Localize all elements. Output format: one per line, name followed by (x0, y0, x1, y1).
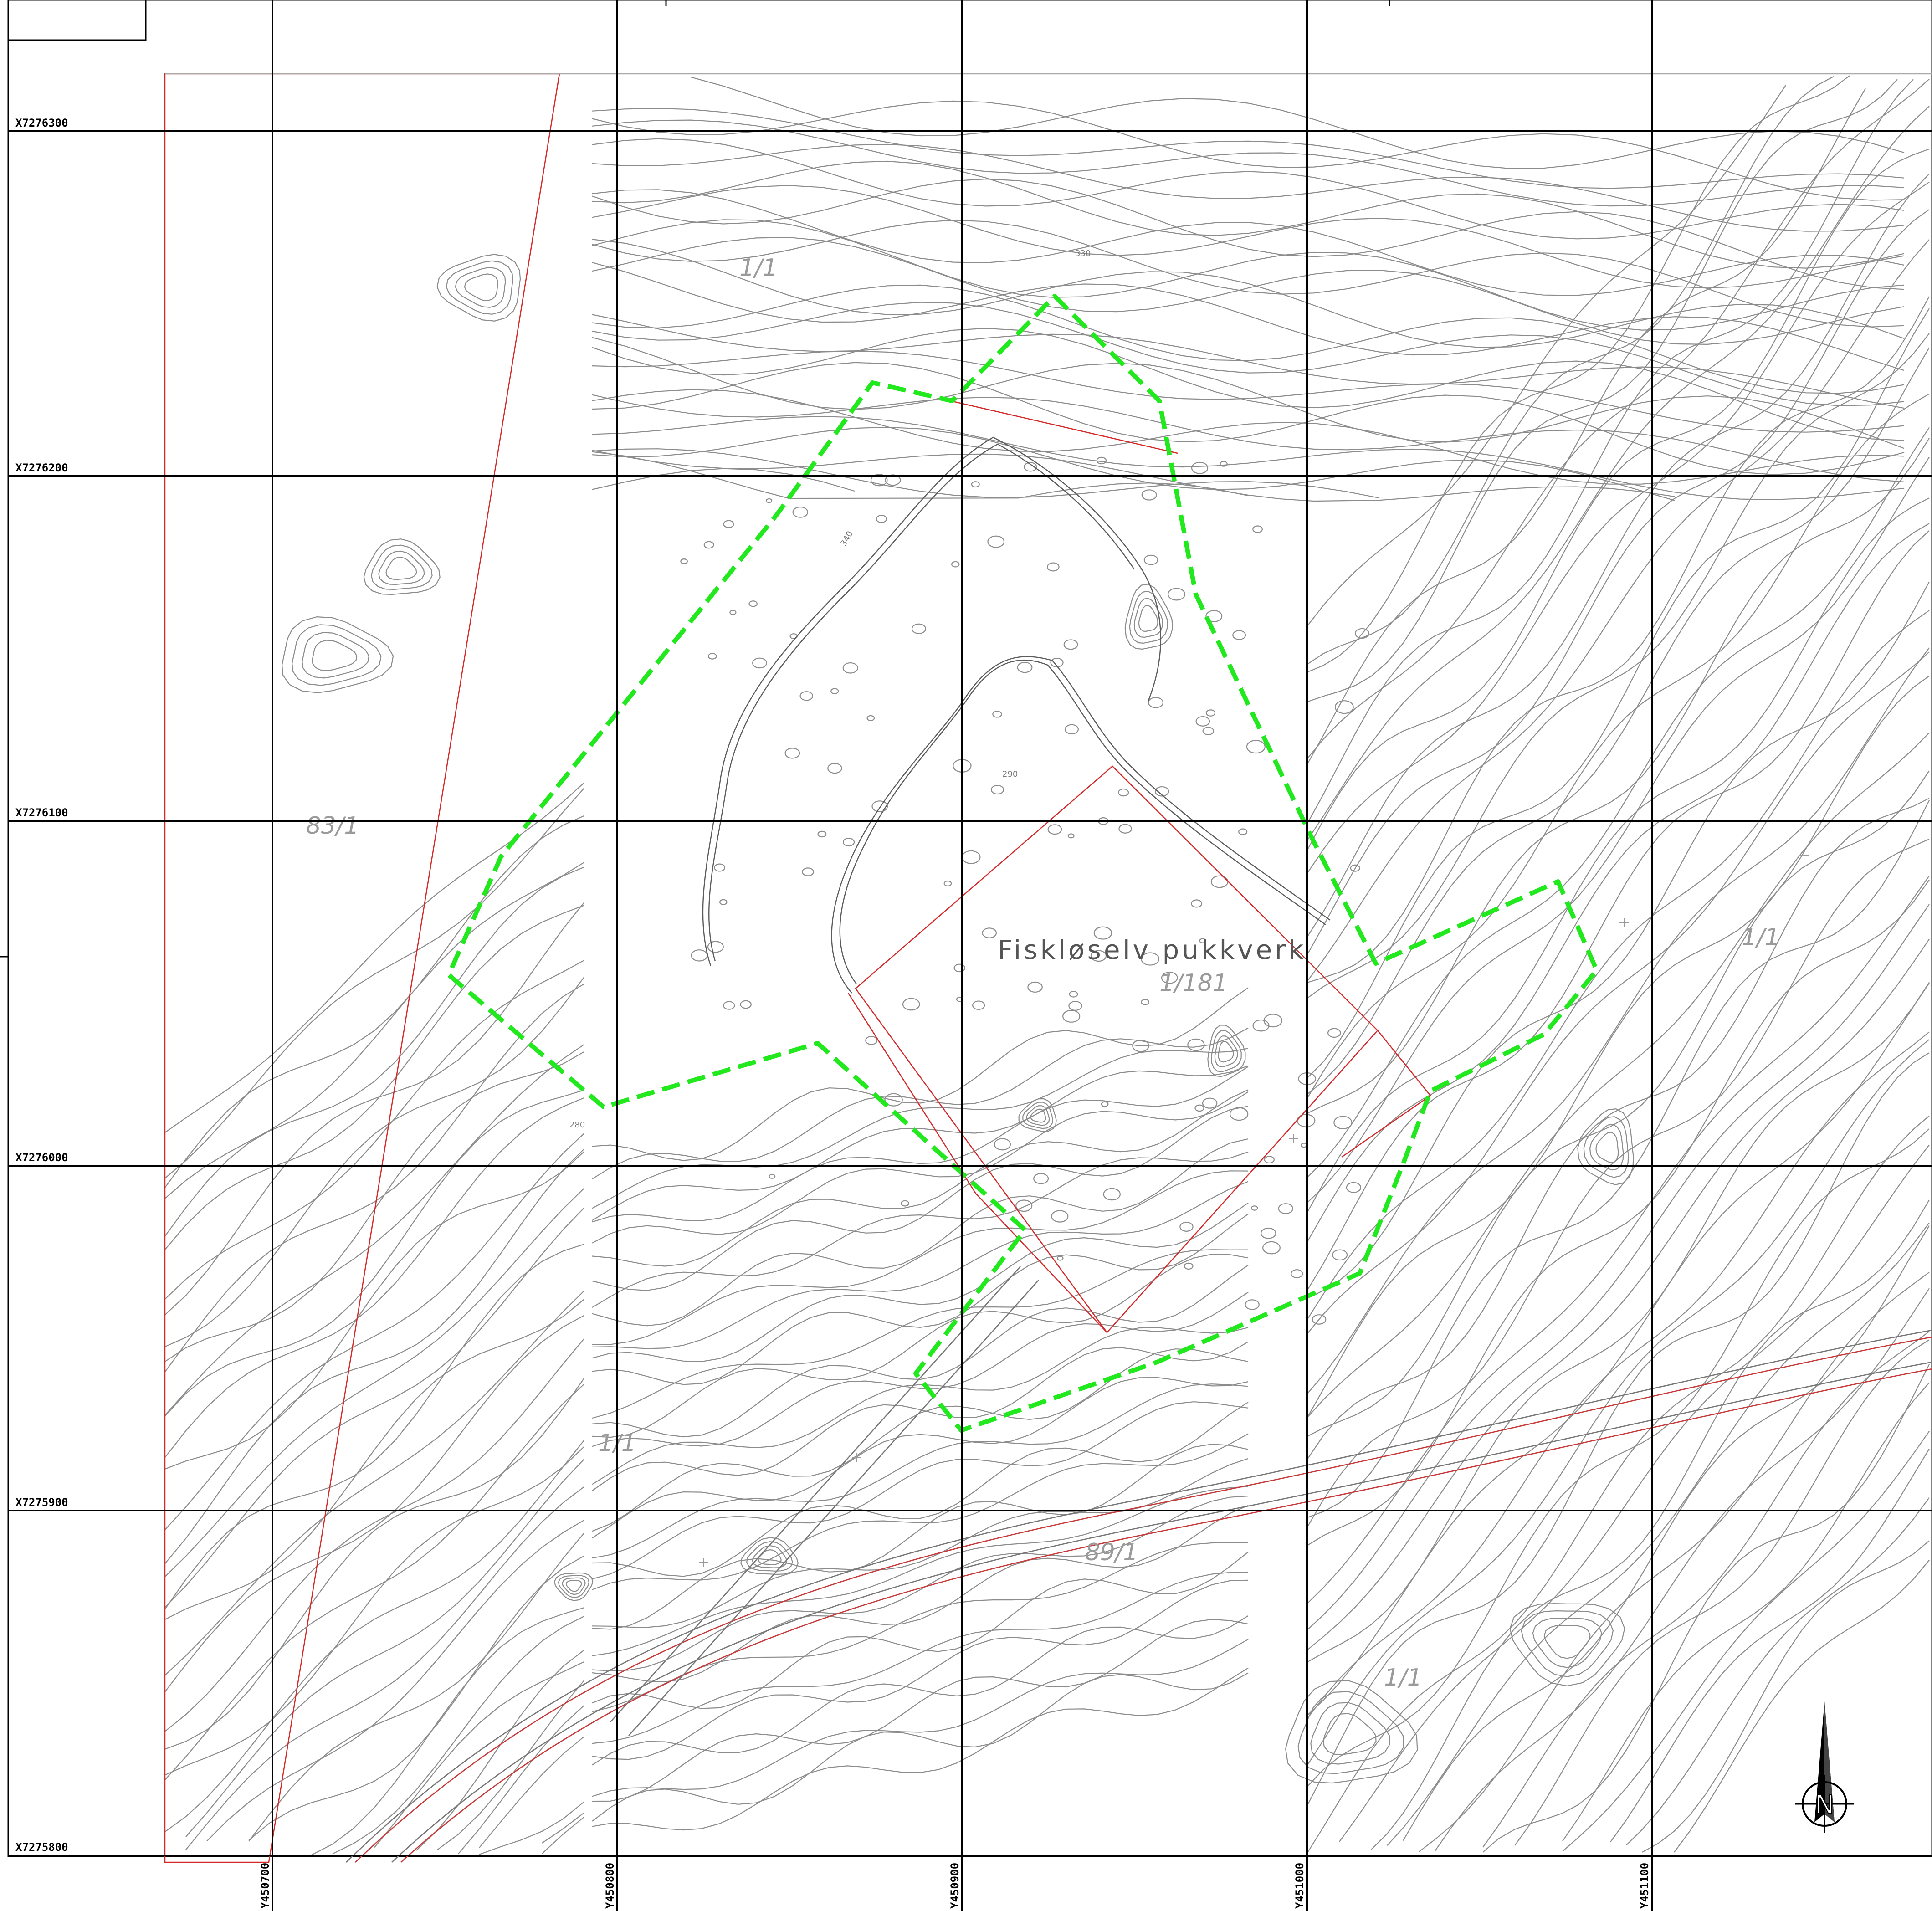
quarry-terraces (702, 436, 1331, 994)
regulation-boundary (446, 294, 1599, 1433)
road (346, 1266, 1932, 1863)
property-boundaries (164, 73, 1932, 1863)
grid-label-y450800: Y450800 (604, 1863, 616, 1909)
contour-lines (164, 75, 1930, 1855)
grid-label-x7276300: X7276300 (15, 117, 68, 129)
parcel-label-89-1: 89/1 (1085, 1539, 1138, 1566)
grid-label-x7276100: X7276100 (15, 806, 68, 819)
parcel-label-83-1: 83/1 (306, 812, 359, 840)
grid-label-x7275900: X7275900 (15, 1496, 68, 1509)
parcel-label-1-1-north: 1/1 (739, 254, 778, 282)
grid-label-x7276000: X7276000 (15, 1151, 68, 1164)
survey-markers (699, 851, 1809, 1567)
elevation-label: 340 (839, 529, 855, 548)
elevation-label: 280 (569, 1120, 585, 1130)
grid-label-x7275800: X7275800 (15, 1841, 68, 1854)
site-title: Fiskløselv pukkverk (998, 934, 1307, 965)
grid-label-x7276200: X7276200 (15, 461, 68, 474)
parcel-label-1-181: 1/181 (1159, 969, 1228, 997)
north-letter: N (1815, 1790, 1834, 1819)
grid-label-y451100: Y451100 (1638, 1863, 1651, 1909)
coordinate-grid (8, 0, 1932, 1911)
title-box (7, 0, 147, 41)
parcel-label-1-1-southeast: 1/1 (1384, 1664, 1422, 1691)
parcel-label-1-1-east: 1/1 (1742, 924, 1780, 951)
map-frame (7, 0, 1932, 1857)
grid-label-y450700: Y450700 (259, 1863, 272, 1909)
elevation-label: 330 (1075, 249, 1091, 258)
grid-label-y450900: Y450900 (948, 1863, 961, 1909)
north-arrow-icon: N (1795, 1701, 1854, 1833)
elevation-label: 290 (1002, 769, 1018, 779)
grid-label-y451000: Y451000 (1293, 1863, 1306, 1909)
